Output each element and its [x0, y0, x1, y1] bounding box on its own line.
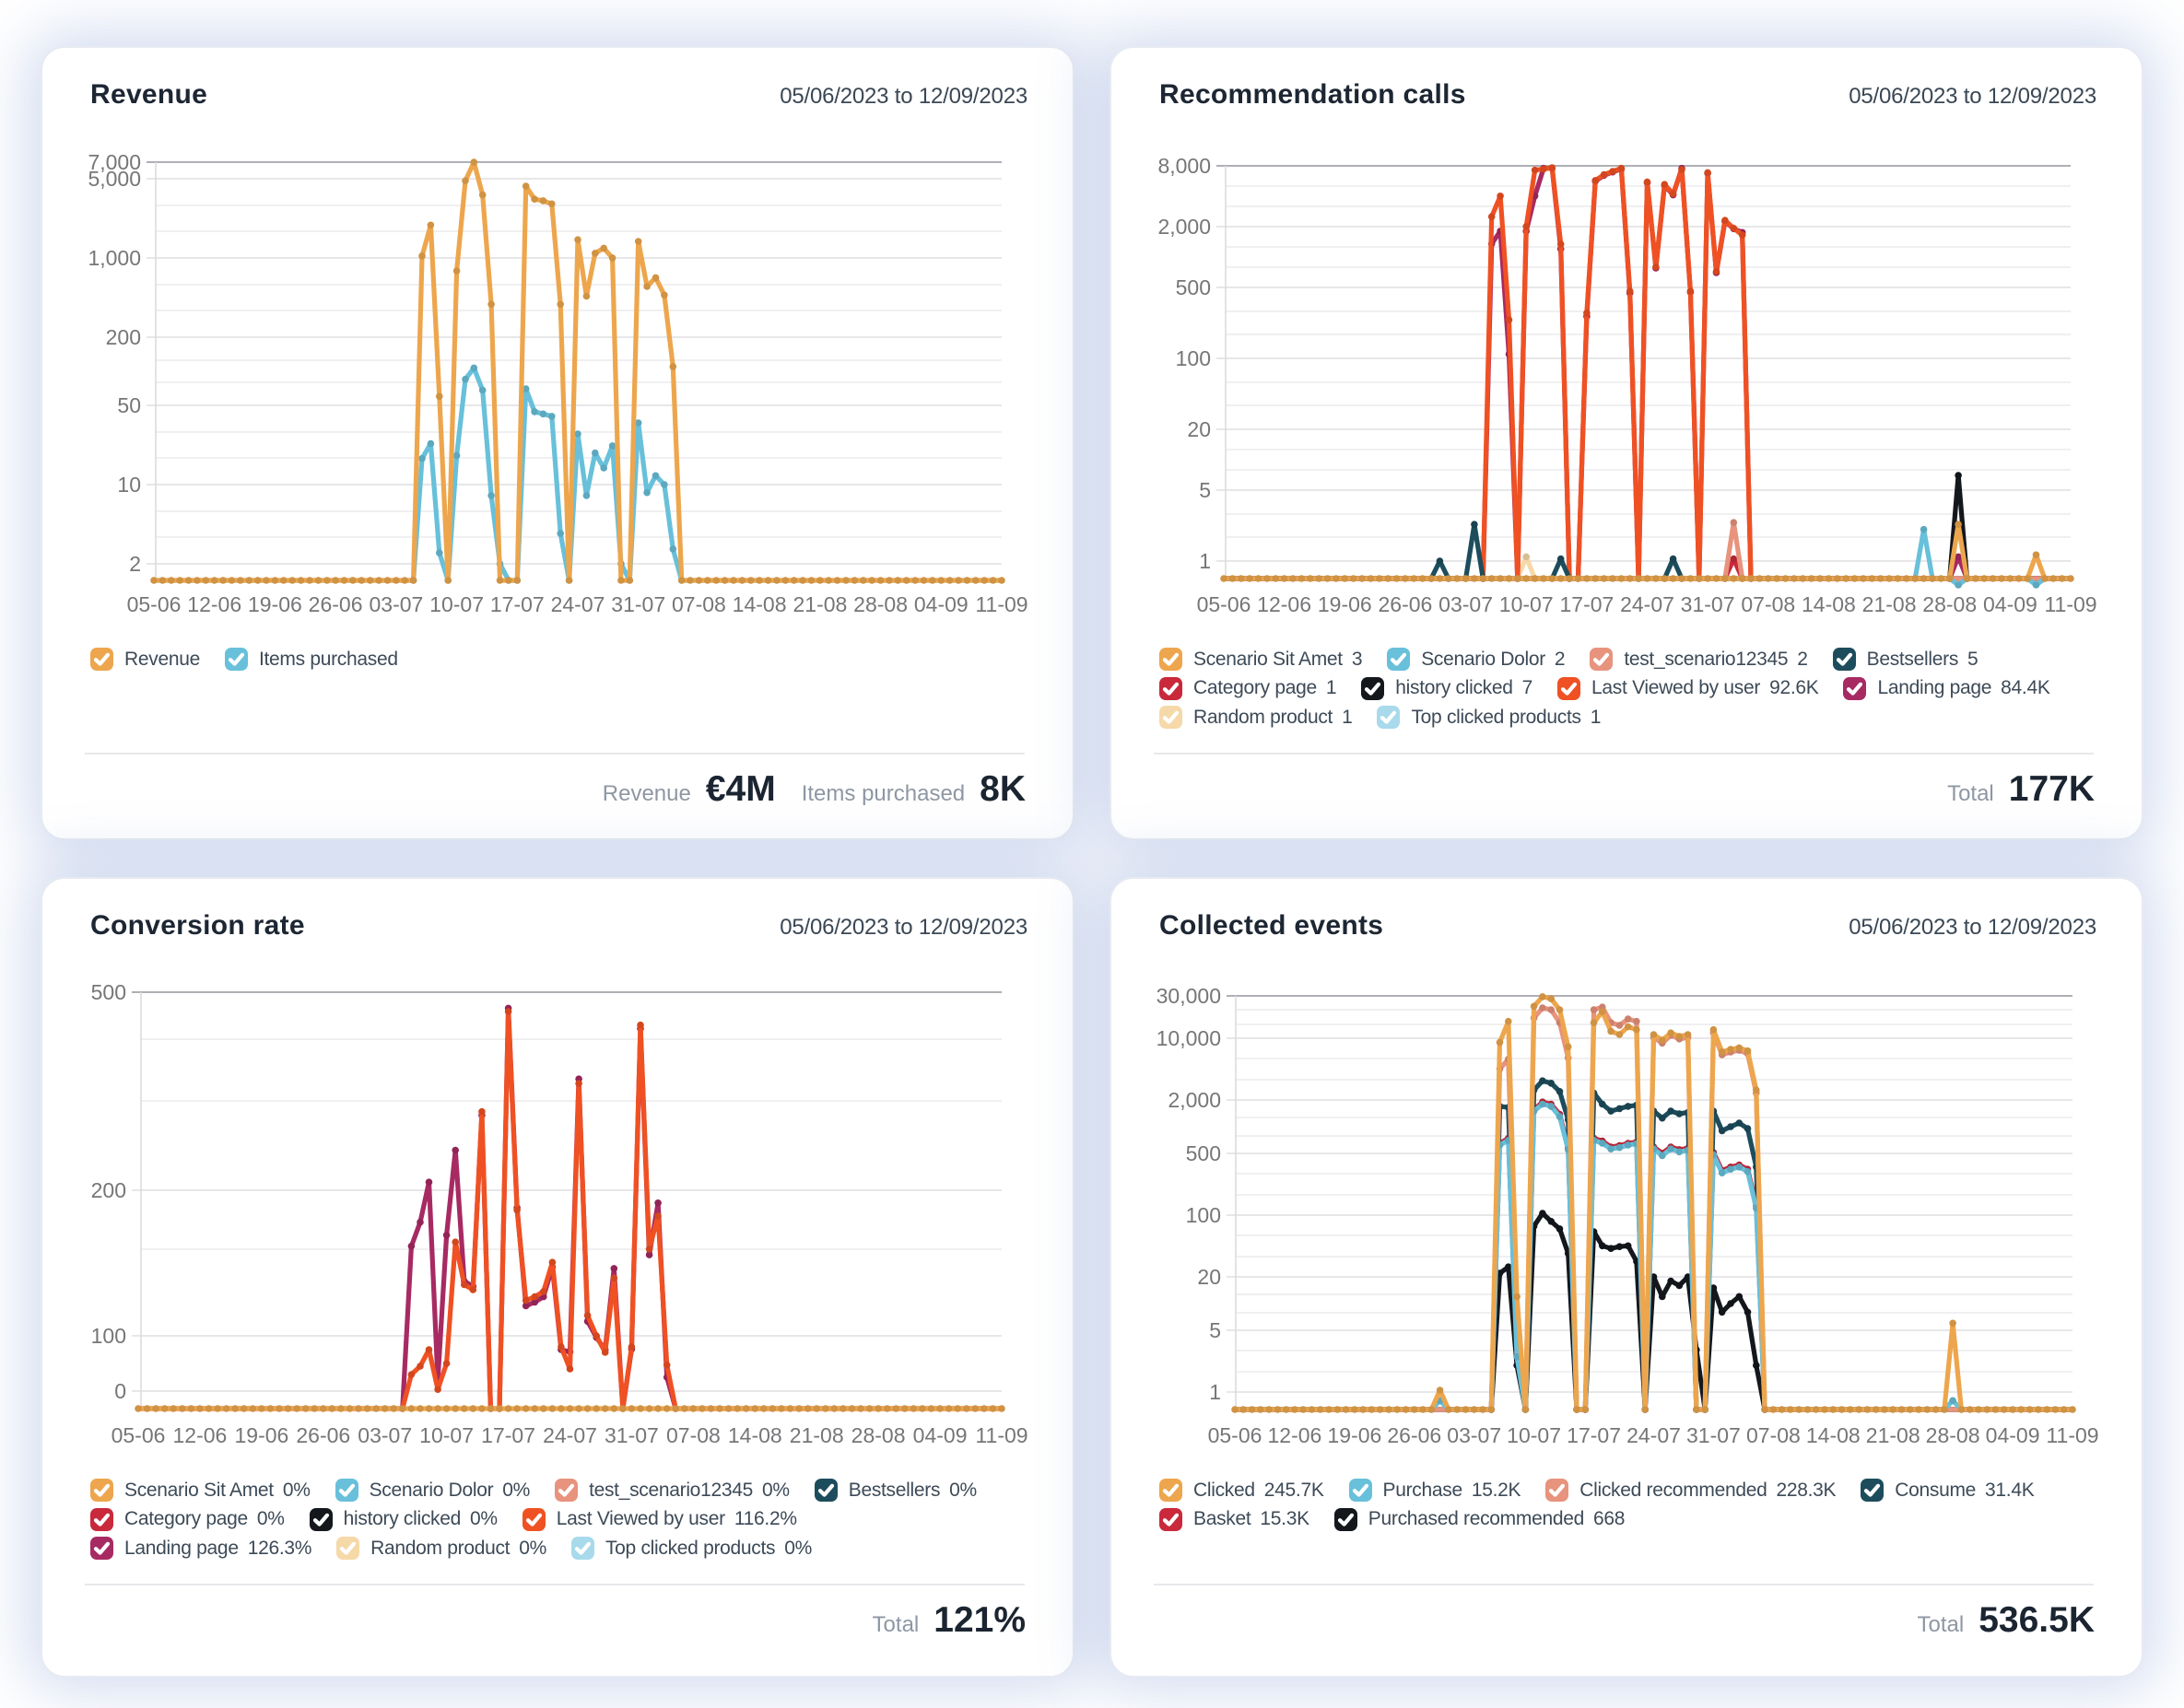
svg-text:11-09: 11-09 — [975, 1423, 1027, 1447]
svg-text:04-09: 04-09 — [1986, 1423, 2040, 1447]
svg-text:14-08: 14-08 — [733, 592, 787, 616]
svg-text:20: 20 — [1187, 417, 1211, 441]
svg-text:24-07: 24-07 — [1626, 1423, 1681, 1447]
svg-text:50: 50 — [117, 393, 141, 417]
svg-text:14-08: 14-08 — [1802, 592, 1856, 616]
svg-text:500: 500 — [1186, 1141, 1221, 1165]
svg-text:28-08: 28-08 — [1922, 592, 1977, 616]
svg-text:31-07: 31-07 — [1686, 1423, 1741, 1447]
svg-text:28-08: 28-08 — [853, 592, 908, 616]
svg-text:10-07: 10-07 — [419, 1423, 474, 1447]
svg-text:17-07: 17-07 — [1559, 592, 1614, 616]
svg-text:17-07: 17-07 — [490, 592, 545, 616]
svg-text:12-06: 12-06 — [1267, 1423, 1321, 1447]
svg-text:03-07: 03-07 — [358, 1423, 412, 1447]
svg-text:10-07: 10-07 — [1499, 592, 1554, 616]
svg-text:100: 100 — [1176, 346, 1211, 370]
svg-text:03-07: 03-07 — [1438, 592, 1493, 616]
svg-text:500: 500 — [1176, 275, 1211, 299]
svg-text:31-07: 31-07 — [605, 1423, 659, 1447]
svg-text:26-06: 26-06 — [309, 592, 363, 616]
svg-text:07-08: 07-08 — [672, 592, 726, 616]
svg-text:24-07: 24-07 — [1620, 592, 1674, 616]
svg-text:10-07: 10-07 — [429, 592, 484, 616]
svg-text:2: 2 — [129, 552, 141, 576]
svg-text:19-06: 19-06 — [234, 1423, 288, 1447]
svg-text:03-07: 03-07 — [1447, 1423, 1501, 1447]
svg-text:05-06: 05-06 — [1197, 592, 1251, 616]
svg-text:5: 5 — [1209, 1318, 1221, 1342]
svg-text:21-08: 21-08 — [790, 1423, 844, 1447]
svg-text:21-08: 21-08 — [793, 592, 847, 616]
svg-text:21-08: 21-08 — [1862, 592, 1917, 616]
svg-text:19-06: 19-06 — [1327, 1423, 1381, 1447]
svg-text:26-06: 26-06 — [1378, 592, 1432, 616]
svg-text:0: 0 — [114, 1379, 126, 1403]
svg-text:5,000: 5,000 — [88, 167, 141, 191]
svg-text:10,000: 10,000 — [1157, 1026, 1221, 1050]
svg-text:04-09: 04-09 — [913, 1423, 968, 1447]
svg-text:17-07: 17-07 — [1567, 1423, 1621, 1447]
svg-text:04-09: 04-09 — [1983, 592, 2037, 616]
svg-text:31-07: 31-07 — [1681, 592, 1735, 616]
svg-text:2,000: 2,000 — [1168, 1088, 1221, 1112]
svg-text:200: 200 — [91, 1178, 126, 1202]
svg-text:100: 100 — [1186, 1203, 1221, 1227]
svg-text:28-08: 28-08 — [851, 1423, 906, 1447]
svg-text:14-08: 14-08 — [1806, 1423, 1861, 1447]
svg-text:11-09: 11-09 — [2046, 1423, 2098, 1447]
svg-text:26-06: 26-06 — [296, 1423, 350, 1447]
svg-text:12-06: 12-06 — [187, 592, 241, 616]
svg-text:31-07: 31-07 — [611, 592, 665, 616]
svg-text:07-08: 07-08 — [666, 1423, 721, 1447]
svg-text:24-07: 24-07 — [543, 1423, 597, 1447]
svg-text:19-06: 19-06 — [248, 592, 302, 616]
svg-text:14-08: 14-08 — [728, 1423, 782, 1447]
svg-text:20: 20 — [1197, 1265, 1221, 1289]
svg-text:28-08: 28-08 — [1926, 1423, 1980, 1447]
svg-text:1,000: 1,000 — [88, 246, 141, 270]
svg-text:19-06: 19-06 — [1318, 592, 1372, 616]
svg-text:11-09: 11-09 — [975, 592, 1027, 616]
svg-text:5: 5 — [1199, 478, 1211, 502]
svg-text:03-07: 03-07 — [369, 592, 423, 616]
svg-text:05-06: 05-06 — [1208, 1423, 1262, 1447]
svg-text:12-06: 12-06 — [172, 1423, 227, 1447]
svg-text:12-06: 12-06 — [1257, 592, 1311, 616]
svg-text:10: 10 — [117, 473, 141, 497]
svg-text:21-08: 21-08 — [1866, 1423, 1920, 1447]
svg-text:04-09: 04-09 — [914, 592, 969, 616]
svg-text:05-06: 05-06 — [112, 1423, 166, 1447]
svg-text:30,000: 30,000 — [1157, 984, 1221, 1008]
svg-text:05-06: 05-06 — [127, 592, 182, 616]
svg-text:11-09: 11-09 — [2044, 592, 2096, 616]
svg-text:200: 200 — [106, 325, 141, 349]
svg-text:1: 1 — [1199, 549, 1211, 573]
svg-text:2,000: 2,000 — [1157, 215, 1211, 239]
svg-text:7,000: 7,000 — [88, 150, 141, 174]
svg-text:500: 500 — [91, 980, 126, 1004]
svg-text:1: 1 — [1209, 1380, 1221, 1404]
svg-text:24-07: 24-07 — [551, 592, 605, 616]
svg-text:100: 100 — [91, 1324, 126, 1348]
svg-text:17-07: 17-07 — [481, 1423, 535, 1447]
svg-text:8,000: 8,000 — [1157, 154, 1211, 178]
svg-text:10-07: 10-07 — [1507, 1423, 1561, 1447]
svg-text:07-08: 07-08 — [1746, 1423, 1801, 1447]
svg-text:26-06: 26-06 — [1387, 1423, 1441, 1447]
svg-text:07-08: 07-08 — [1741, 592, 1795, 616]
